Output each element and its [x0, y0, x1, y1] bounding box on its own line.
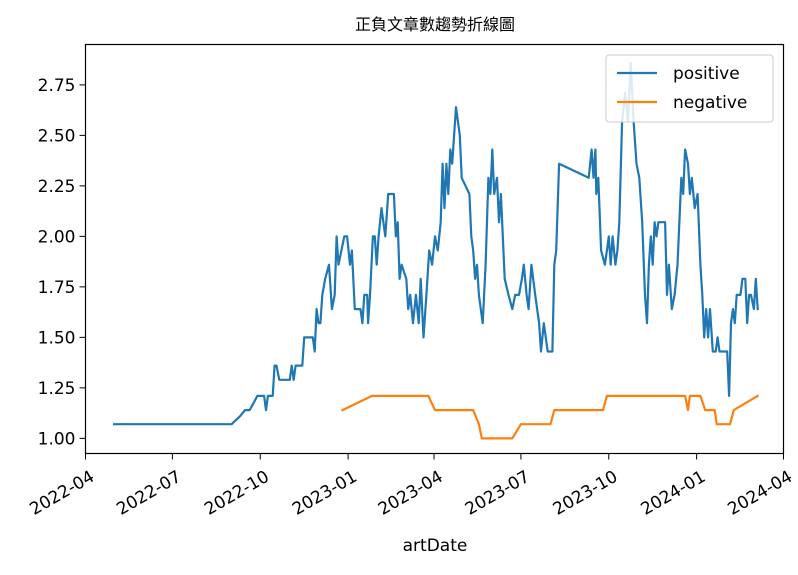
x-tick-label: 2022-07: [113, 467, 185, 520]
x-axis: 2022-04 2022-07 2022-10 2023-01 2023-04 2023-…: [26, 453, 796, 520]
y-tick-label: 2.00: [38, 227, 76, 247]
x-tick-label: 2024-01: [638, 467, 710, 520]
chart-title: 正負文章數趨勢折線圖: [355, 15, 515, 34]
x-axis-label: artDate: [403, 536, 468, 556]
legend: positive negative: [605, 54, 774, 123]
y-tick-label: 2.25: [38, 177, 76, 197]
series-layer: [113, 61, 760, 440]
x-tick-label: 2023-07: [462, 467, 534, 520]
series-line-negative: [340, 394, 760, 440]
x-tick-label: 2023-04: [375, 467, 447, 520]
legend-positive-label: positive: [673, 64, 740, 84]
y-axis: 1.00 1.25 1.50 1.75 2.00 2.25 2.50 2.75: [38, 76, 86, 449]
x-tick-label: 2023-10: [550, 467, 622, 520]
x-tick-label: 2022-10: [201, 467, 273, 520]
legend-negative-label: negative: [673, 93, 747, 113]
x-tick-label: 2024-04: [724, 467, 796, 520]
y-tick-label: 1.75: [38, 278, 76, 298]
legend-box: [605, 54, 774, 123]
x-tick-label: 2022-04: [26, 467, 98, 520]
y-tick-label: 2.50: [38, 126, 76, 146]
y-tick-label: 1.25: [38, 379, 76, 399]
y-tick-label: 1.50: [38, 328, 76, 348]
x-tick-label: 2023-01: [289, 467, 361, 520]
series-line-positive: [113, 61, 759, 426]
y-tick-label: 2.75: [38, 76, 76, 96]
y-tick-label: 1.00: [38, 429, 76, 449]
